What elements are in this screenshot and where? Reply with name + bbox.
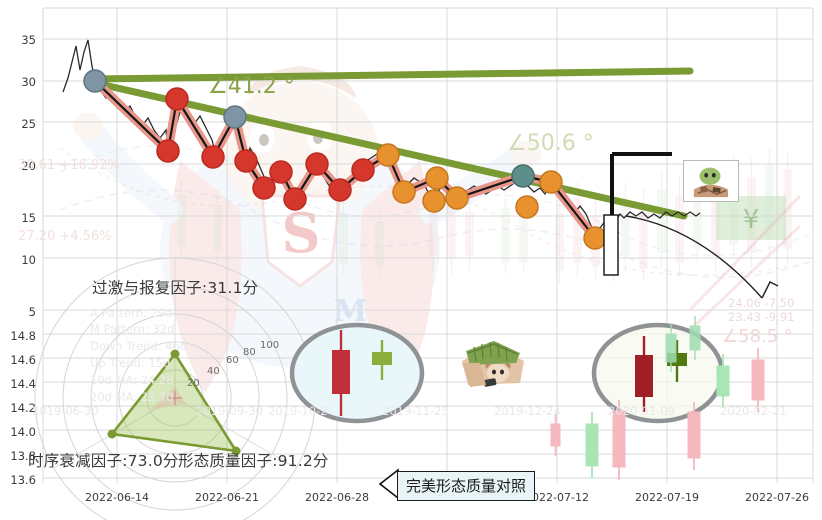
radar-point-pattern-quality (231, 446, 241, 456)
svg-text:S: S (282, 201, 321, 265)
node-high (425, 166, 449, 190)
foreground-candlestick-series (550, 316, 765, 480)
y-tick-35: 35 (21, 33, 36, 47)
upper-horizontal-trendline (91, 67, 694, 83)
node-low (328, 178, 352, 202)
y2-tick-14-8: 14.8 (10, 329, 36, 343)
ghost-right-bot: 23.43 -9.91 (728, 310, 795, 324)
node-high (376, 143, 400, 167)
y2-tick-13-8: 13.8 (10, 449, 36, 463)
metric-time-decay: 时序衰减因子:73.0分 (28, 452, 179, 470)
ghost-legend-up-trend: Up Trend: 15d (90, 356, 171, 370)
node-low (515, 195, 539, 219)
radar-tick-20: 20 (187, 378, 200, 389)
x-tick-6: 2022-07-26 (745, 491, 809, 504)
x-tick-5: 2022-07-19 (635, 491, 699, 504)
ghost-date-a: 2019-06-30 (32, 404, 99, 418)
x-tick-0: 2022-06-14 (85, 491, 149, 504)
metric-overreaction: 过激与报复因子:31.1分 (92, 279, 259, 297)
x-tick-4: 2022-07-12 (525, 491, 589, 504)
x-tick-2: 2022-06-28 (305, 491, 369, 504)
package-illustration-image (462, 341, 524, 387)
y-tick-25: 25 (21, 117, 36, 131)
pattern-thumbnail-image (684, 161, 736, 199)
radar-polygon (109, 351, 239, 453)
node-pivot-1 (83, 69, 107, 93)
node-high (269, 160, 293, 184)
ghost-pct-top: 30.61 +16.92% (18, 158, 120, 173)
pattern-thumbnail[interactable] (683, 160, 739, 202)
radar-tick-80: 80 (243, 347, 256, 358)
projection-annotation (603, 152, 779, 299)
x-tick-1: 2022-06-21 (195, 491, 259, 504)
y-tick-30: 30 (21, 75, 36, 89)
y2-tick-14-2: 14.2 (10, 401, 36, 415)
projection-curve (625, 215, 763, 299)
ghost-trend-wedge (688, 194, 802, 332)
comparison-callout-label: 完美形态质量对照 (406, 477, 527, 495)
ghost-date-e: 2019-12-24 (494, 404, 561, 418)
ghost-date-f: 2020-01-09 (608, 404, 675, 418)
ghost-legend-a-pattern: A Pattern: 29d (90, 306, 173, 320)
ghost-pct-mid: 27.20 +4.56% (18, 229, 112, 244)
node-high (165, 87, 189, 111)
ghost-date-b: 2019-09-30 (196, 404, 263, 418)
radar-point-time-decay (107, 429, 117, 439)
reference-pattern-group (289, 322, 425, 424)
y2-tick-14-6: 14.6 (10, 353, 36, 367)
metric-pattern-quality: 形态质量因子:91.2分 (178, 452, 329, 470)
node-high (539, 170, 563, 194)
background-mascot-watermark: S (73, 66, 541, 392)
y2-tick-14-4: 14.4 (10, 377, 36, 391)
ghost-date-c: 2019-10-2 (268, 404, 328, 418)
node-low (392, 180, 416, 204)
node-low (252, 176, 276, 200)
y-tick-20: 20 (21, 159, 36, 173)
y-tick-5: 5 (28, 305, 36, 319)
y-tick-10: 10 (21, 253, 36, 267)
radar-tick-60: 60 (226, 355, 239, 366)
angle-annotation-50: ∠50.6 ° (507, 131, 594, 156)
watermark-m-logo: M (334, 294, 368, 329)
node-high (305, 152, 329, 176)
comparison-callout[interactable]: 完美形态质量对照 (397, 471, 536, 501)
node-low (283, 187, 307, 211)
node-low (201, 145, 225, 169)
ghost-highlight-box (716, 196, 786, 240)
ghost-date-g: 2020-02-21 (720, 404, 787, 418)
node-pivot-2 (223, 105, 247, 129)
angle-annotation-58: ∠58.5 ° (722, 326, 793, 347)
radar-tick-40: 40 (207, 366, 220, 377)
ghost-date-d: 2019-11-25 (382, 404, 449, 418)
radar-point-overreaction (170, 349, 180, 359)
node-low (156, 139, 180, 163)
ghost-highlight-glyph: ¥ (743, 205, 760, 235)
node-pivot-3 (511, 164, 535, 188)
y2-tick-14-0: 14.0 (10, 425, 36, 439)
package-illustration (458, 339, 528, 394)
node-low (583, 226, 607, 250)
zigzag-node-markers (83, 69, 607, 250)
ghost-legend-10d-ma: 10d MA: 24.28 (90, 373, 174, 387)
node-high (351, 158, 375, 182)
y2-tick-13-6: 13.6 (10, 473, 36, 487)
node-low (422, 189, 446, 213)
node-high (234, 149, 258, 173)
ghost-legend-down-trend: Down Trend: 46d (90, 339, 188, 353)
ghost-legend-20d-ma: 20d MA: 23.70 (90, 390, 174, 404)
node-low (445, 186, 469, 210)
angle-annotation-41: ∠41.2 ° (208, 74, 295, 99)
ghost-legend-m-pattern: M Pattern: 32d (90, 322, 175, 336)
radar-tick-100: 100 (260, 340, 280, 351)
reference-candle-circle (289, 322, 425, 424)
ghost-right-top: 24.06 -7.50 (728, 296, 795, 310)
y-tick-15: 15 (21, 211, 36, 225)
